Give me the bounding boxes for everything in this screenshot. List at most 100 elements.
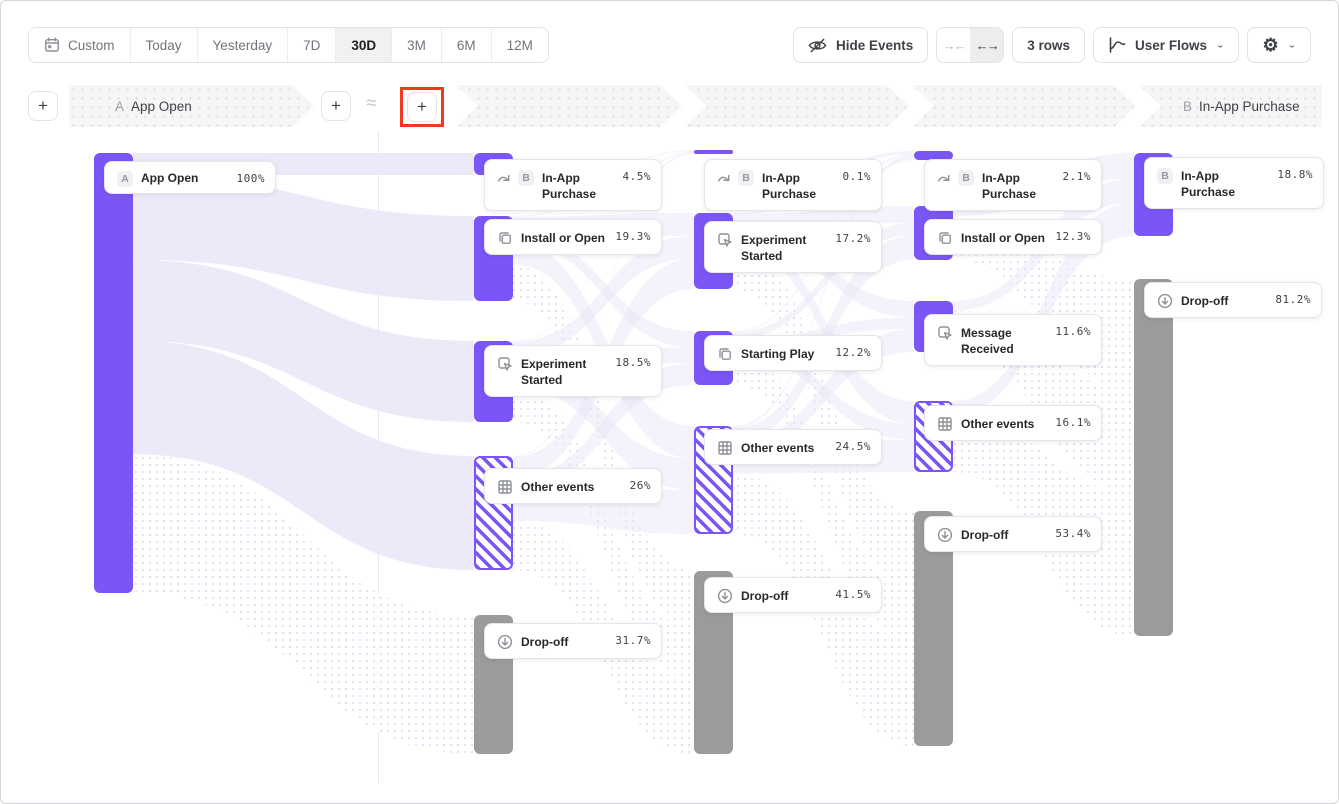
flow-node-card-drop-off[interactable]: Drop-off 53.4% (924, 516, 1102, 553)
date-range-label: 6M (456, 37, 476, 53)
step-letter: B (1183, 98, 1193, 114)
date-range-yesterday[interactable]: Yesterday (197, 28, 289, 62)
grid-icon (717, 440, 733, 456)
flow-node-bar-in-app-purchase[interactable] (914, 151, 953, 160)
settings-dropdown[interactable]: ⚙ ⌄ (1247, 27, 1311, 63)
flow-ribbon (513, 264, 694, 627)
dropoff-icon (497, 634, 513, 650)
flow-ribbon (133, 340, 474, 570)
flow-node-card-install-or-open[interactable]: Install or Open 12.3% (924, 219, 1102, 256)
flow-node-bar-in-app-purchase[interactable] (694, 150, 733, 154)
flow-node-card-other-events[interactable]: Other events 24.5% (704, 429, 882, 466)
flow-node-percentage: 81.2% (1275, 293, 1311, 306)
width-toggle: →← ←→ (936, 27, 1005, 63)
flow-node-card-app-open[interactable]: A App Open 100% (104, 161, 276, 194)
chevron-down-icon: ⌄ (1216, 40, 1225, 50)
flow-node-label: Other events (961, 417, 1035, 431)
flow-node-bar-drop-off[interactable] (1134, 279, 1173, 636)
date-range-12m[interactable]: 12M (491, 28, 548, 62)
hide-events-button[interactable]: Hide Events (792, 27, 929, 63)
dropoff-icon (1157, 293, 1173, 309)
flow-node-card-in-app-purchase[interactable]: B In-App Purchase 2.1% (924, 159, 1102, 212)
flow-node-label: Drop-off (741, 589, 789, 603)
date-range-selector: Custom Today Yesterday 7D 30D 3M 6M 12M (28, 27, 549, 63)
flow-node-percentage: 24.5% (835, 440, 871, 453)
step-letter: A (115, 98, 125, 114)
flow-node-card-other-events[interactable]: Other events 26% (484, 468, 662, 505)
expand-columns-button[interactable]: ←→ (970, 28, 1004, 62)
approx-symbol: ≈ (366, 93, 377, 114)
step-segment-in-app-purchase[interactable]: B In-App Purchase (1139, 85, 1322, 127)
flow-node-card-in-app-purchase[interactable]: B In-App Purchase 18.8% (1144, 157, 1324, 210)
flow-node-percentage: 12.2% (835, 346, 871, 359)
overlap-squares-icon (937, 230, 953, 246)
dropoff-icon (937, 527, 953, 543)
flow-node-label: Starting Play (741, 347, 815, 361)
flow-node-card-in-app-purchase[interactable]: B In-App Purchase 4.5% (484, 159, 662, 212)
event-letter-badge: B (518, 170, 534, 186)
flow-node-percentage: 41.5% (835, 588, 871, 601)
step-segment-2[interactable] (456, 85, 682, 127)
date-range-3m[interactable]: 3M (392, 28, 442, 62)
date-range-label: Today (145, 37, 182, 53)
flow-ribbon (513, 152, 694, 458)
flow-node-label: Message Received (961, 326, 1014, 357)
flow-node-card-install-or-open[interactable]: Install or Open 19.3% (484, 219, 662, 256)
toolbar-right-group: Hide Events →← ←→ 3 rows User Flows ⌄ ⚙ … (792, 27, 1311, 63)
flow-node-percentage: 4.5% (622, 170, 651, 183)
rows-button[interactable]: 3 rows (1012, 27, 1086, 63)
flow-node-card-message-received[interactable]: Message Received 11.6% (924, 314, 1102, 367)
dropoff-icon (717, 588, 733, 604)
flow-node-percentage: 18.5% (615, 356, 651, 369)
flow-node-label: In-App Purchase (542, 171, 597, 202)
flow-ribbon (733, 155, 914, 429)
flow-ribbon (513, 236, 694, 357)
add-step-highlighted-button[interactable]: + (407, 92, 437, 122)
flow-node-card-experiment-started[interactable]: Experiment Started 18.5% (484, 345, 662, 398)
flow-node-card-drop-off[interactable]: Drop-off 31.7% (484, 623, 662, 660)
add-step-start-button[interactable]: + (28, 91, 58, 121)
flow-node-card-drop-off[interactable]: Drop-off 41.5% (704, 577, 882, 614)
flow-node-percentage: 18.8% (1277, 168, 1313, 181)
date-range-custom[interactable]: Custom (29, 28, 131, 62)
trend-arrow-icon (497, 171, 512, 186)
flow-node-card-starting-play[interactable]: Starting Play 12.2% (704, 335, 882, 372)
step-segment-4[interactable] (912, 85, 1136, 127)
flow-ribbon (733, 354, 914, 640)
date-range-6m[interactable]: 6M (441, 28, 492, 62)
click-icon (717, 232, 733, 248)
click-icon (937, 325, 953, 341)
flow-node-label: In-App Purchase (1181, 169, 1236, 200)
trend-arrow-icon (717, 171, 732, 186)
flow-ribbon (953, 202, 1134, 415)
add-step-after-a-button[interactable]: + (321, 91, 351, 121)
flow-node-card-drop-off[interactable]: Drop-off 81.2% (1144, 282, 1322, 319)
flow-node-percentage: 31.7% (615, 634, 651, 647)
flow-node-bar-app-open[interactable] (94, 153, 133, 593)
date-range-label: Custom (68, 37, 115, 53)
chevron-down-icon: ⌄ (1287, 40, 1296, 50)
flow-node-card-in-app-purchase[interactable]: B In-App Purchase 0.1% (704, 159, 882, 212)
flow-ribbon (733, 223, 914, 340)
flow-node-label: Drop-off (961, 528, 1009, 542)
step-header: + A App Open + ≈ + B In-App Purchase (1, 85, 1338, 127)
rows-label: 3 rows (1027, 37, 1071, 53)
flow-ribbon (133, 175, 474, 301)
date-range-30d[interactable]: 30D (336, 28, 393, 62)
step-segment-3[interactable] (685, 85, 909, 127)
flow-node-label: Drop-off (1181, 294, 1229, 308)
event-letter-badge: B (958, 170, 974, 186)
flow-node-label: Other events (521, 480, 595, 494)
flow-node-percentage: 0.1% (842, 170, 871, 183)
flow-node-card-experiment-started[interactable]: Experiment Started 17.2% (704, 221, 882, 274)
view-selector-dropdown[interactable]: User Flows ⌄ (1093, 27, 1240, 63)
collapse-columns-button[interactable]: →← (937, 28, 971, 62)
event-letter-badge: B (1157, 168, 1173, 184)
highlight-box: + (400, 87, 444, 127)
flow-node-card-other-events[interactable]: Other events 16.1% (924, 405, 1102, 442)
date-range-today[interactable]: Today (130, 28, 198, 62)
date-range-label: 12M (506, 37, 533, 53)
step-segment-app-open[interactable]: A App Open (69, 85, 314, 127)
date-range-7d[interactable]: 7D (288, 28, 337, 62)
